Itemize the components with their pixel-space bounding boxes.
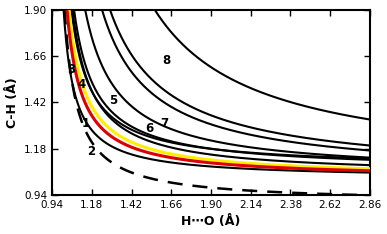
Text: 5: 5: [109, 94, 118, 107]
Text: 6: 6: [146, 122, 154, 135]
Text: 8: 8: [162, 54, 171, 67]
Y-axis label: C-H (Å): C-H (Å): [5, 77, 19, 128]
Text: 1: 1: [82, 117, 90, 130]
Text: 3: 3: [67, 63, 75, 76]
Text: 2: 2: [87, 145, 95, 158]
X-axis label: H⋯O (Å): H⋯O (Å): [182, 216, 241, 228]
Text: 4: 4: [77, 78, 85, 91]
Text: 7: 7: [161, 117, 169, 130]
